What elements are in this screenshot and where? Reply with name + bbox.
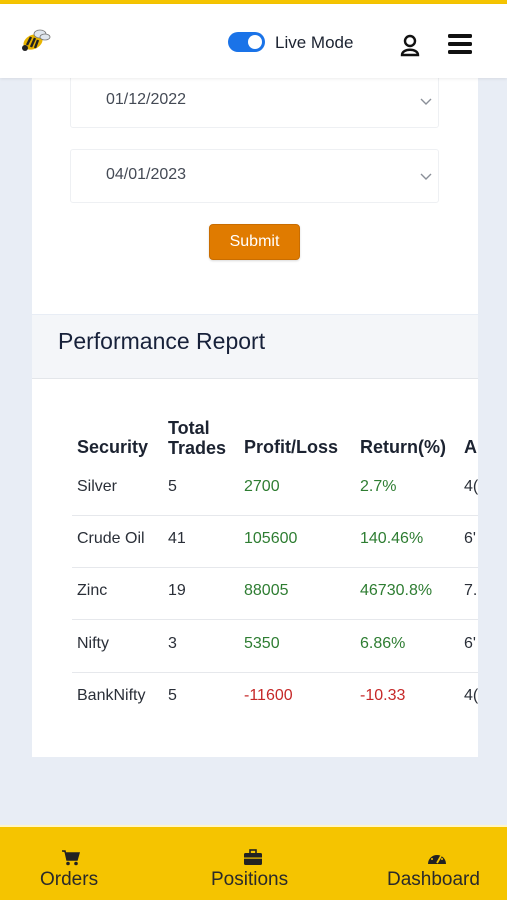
start-date-value: 01/12/2022 [106, 91, 187, 108]
user-icon[interactable] [399, 33, 421, 57]
cell-profit-loss: 5350 [244, 635, 280, 652]
cell-profit-loss: 88005 [244, 582, 289, 599]
row-divider [72, 672, 478, 673]
cell-security: BankNifty [77, 687, 146, 704]
cell-truncated: 6' [464, 530, 476, 547]
col-header-profit-loss: Profit/Loss [244, 437, 339, 457]
performance-report-card: Performance Report Security Total Trades… [32, 315, 478, 757]
col-header-truncated: A [464, 437, 477, 457]
cell-truncated: 4( [464, 687, 478, 704]
row-divider [72, 619, 478, 620]
col-header-security: Security [77, 437, 149, 457]
cell-return: 6.86% [360, 635, 406, 652]
live-mode-toggle[interactable] [228, 32, 265, 52]
cell-total-trades: 19 [168, 582, 186, 599]
report-header: Performance Report [32, 315, 478, 379]
bee-logo-icon[interactable] [18, 26, 52, 54]
start-date-select[interactable]: 01/12/2022 [70, 74, 439, 128]
cell-profit-loss: 105600 [244, 530, 298, 547]
cell-security: Nifty [77, 635, 109, 652]
col-header-total-trades: Total Trades [168, 418, 227, 458]
hamburger-menu-icon[interactable] [447, 32, 473, 56]
chevron-down-icon [420, 98, 432, 105]
cell-total-trades: 41 [168, 530, 186, 547]
cell-return: 140.46% [360, 530, 424, 547]
nav-dashboard[interactable]: Dashboard [387, 827, 497, 900]
cell-total-trades: 3 [168, 635, 177, 652]
cell-truncated: 7. [464, 582, 478, 599]
cell-return: 2.7% [360, 478, 397, 495]
live-mode-label: Live Mode [275, 33, 354, 52]
row-divider [72, 515, 478, 516]
cart-icon [62, 850, 80, 866]
cell-truncated: 4( [464, 478, 478, 495]
top-accent-stripe [0, 0, 507, 4]
nav-orders[interactable]: Orders [40, 827, 120, 900]
col-header-return: Return(%) [360, 437, 446, 457]
report-title: Performance Report [58, 328, 266, 354]
end-date-select[interactable]: 04/01/2023 [70, 149, 439, 203]
cell-return: -10.33 [360, 687, 406, 704]
briefcase-icon [244, 849, 262, 865]
toggle-knob [248, 35, 262, 49]
chevron-down-icon [420, 173, 432, 180]
cell-total-trades: 5 [168, 478, 177, 495]
cell-return: 46730.8% [360, 582, 433, 599]
app-header: Live Mode [0, 4, 507, 78]
nav-orders-label: Orders [40, 869, 99, 890]
speedometer-icon [428, 853, 446, 864]
cell-security: Silver [77, 478, 118, 495]
bottom-navigation: Orders Positions Dashboard [0, 825, 507, 900]
cell-security: Crude Oil [77, 530, 145, 547]
row-divider [72, 567, 478, 568]
cell-truncated: 6' [464, 635, 476, 652]
cell-total-trades: 5 [168, 687, 177, 704]
nav-dashboard-label: Dashboard [387, 869, 480, 890]
submit-button[interactable]: Submit [209, 224, 300, 260]
end-date-value: 04/01/2023 [106, 166, 187, 183]
nav-positions[interactable]: Positions [211, 827, 311, 900]
date-filter-card: 01/12/2022 04/01/2023 Submit [32, 74, 478, 314]
cell-security: Zinc [77, 582, 108, 599]
cell-profit-loss: -11600 [244, 687, 293, 704]
nav-positions-label: Positions [211, 869, 289, 890]
cell-profit-loss: 2700 [244, 478, 280, 495]
